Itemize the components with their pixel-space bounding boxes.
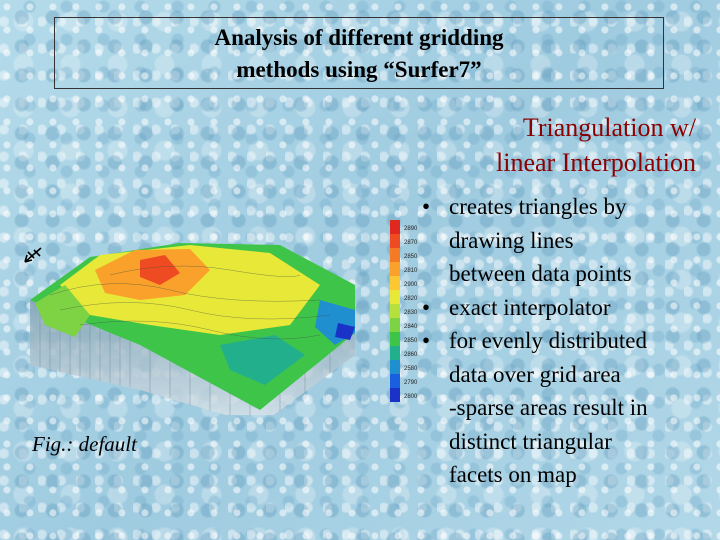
map-zone-darkblue bbox=[335, 323, 355, 340]
colorbar-label: 2790 bbox=[404, 380, 418, 386]
colorbar-swatch bbox=[390, 304, 400, 318]
colorbar-swatch bbox=[390, 374, 400, 388]
slide-title-line-1: Analysis of different gridding bbox=[214, 25, 504, 50]
colorbar-label: 2860 bbox=[404, 352, 418, 358]
slide-title-box: Analysis of different gridding methods u… bbox=[54, 17, 664, 89]
colorbar-swatch bbox=[390, 262, 400, 276]
bullet-line: exact interpolator bbox=[449, 294, 611, 320]
bullet-dot-icon: • bbox=[422, 194, 431, 219]
bullet-line: creates triangles by bbox=[449, 194, 627, 219]
bullet-dot-icon: • bbox=[422, 294, 431, 320]
map-zone-green-left bbox=[35, 285, 90, 337]
colorbar-swatch bbox=[390, 332, 400, 346]
colorbar-label: 2820 bbox=[404, 296, 418, 302]
contour-lines bbox=[49, 265, 331, 340]
colorbar-swatch bbox=[390, 276, 400, 290]
colorbar-swatch bbox=[390, 220, 400, 234]
colorbar-swatch bbox=[390, 234, 400, 248]
colorbar-label: 2580 bbox=[404, 366, 418, 372]
colorbar-label: 2900 bbox=[404, 282, 418, 288]
subtitle-line-1: Triangulation w/ bbox=[522, 113, 696, 142]
map-zone-teal bbox=[220, 335, 305, 385]
bullet-line: between data points bbox=[449, 261, 632, 286]
subtitle-line-2: linear Interpolation bbox=[496, 148, 696, 177]
bullet-line: distinct triangular bbox=[449, 428, 612, 454]
map-curtain bbox=[30, 300, 355, 415]
bullet-line: drawing lines bbox=[449, 227, 574, 253]
colorbar-swatch bbox=[390, 318, 400, 332]
north-arrow-icon bbox=[24, 247, 42, 263]
bullet-line: for evenly distributed bbox=[449, 328, 648, 353]
colorbar-swatch bbox=[390, 248, 400, 262]
colorbar-swatch bbox=[390, 290, 400, 304]
slide-subtitle: Triangulation w/ linear Interpolation bbox=[436, 110, 696, 180]
colorbar-swatch bbox=[390, 388, 400, 402]
colorbar-swatch bbox=[390, 346, 400, 360]
bullet-item: • exact interpolator bbox=[420, 291, 720, 325]
colorbar-label: 2800 bbox=[404, 394, 418, 400]
bullet-dot-icon: • bbox=[422, 328, 431, 353]
surface-map-figure: 2890 2870 2850 2810 2900 2820 2830 2840 2850 2860… bbox=[30, 220, 418, 415]
bullet-item: • for evenly distributed data over grid … bbox=[420, 324, 720, 492]
colorbar-label: 2840 bbox=[404, 324, 418, 330]
bullet-line: -sparse areas result in bbox=[449, 395, 648, 420]
bullet-line: facets on map bbox=[449, 462, 577, 487]
colorbar-label: 2870 bbox=[404, 240, 418, 246]
bullet-line: data over grid area bbox=[449, 361, 621, 387]
colorbar: 2890 2870 2850 2810 2900 2820 2830 2840 2850 2860… bbox=[390, 220, 418, 402]
colorbar-label: 2890 bbox=[404, 226, 418, 232]
colorbar-label: 2850 bbox=[404, 254, 418, 260]
slide-title-line-2: methods using “Surfer7” bbox=[236, 57, 482, 82]
colorbar-label: 2830 bbox=[404, 310, 418, 316]
colorbar-label: 2850 bbox=[404, 338, 418, 344]
colorbar-swatch bbox=[390, 360, 400, 374]
bullet-item: • creates triangles by drawing lines bet… bbox=[420, 190, 720, 291]
map-zone-red bbox=[140, 255, 180, 285]
bullet-list: • creates triangles by drawing lines bet… bbox=[420, 190, 720, 492]
colorbar-label: 2810 bbox=[404, 268, 418, 274]
figure-caption: Fig.: default bbox=[32, 432, 137, 456]
